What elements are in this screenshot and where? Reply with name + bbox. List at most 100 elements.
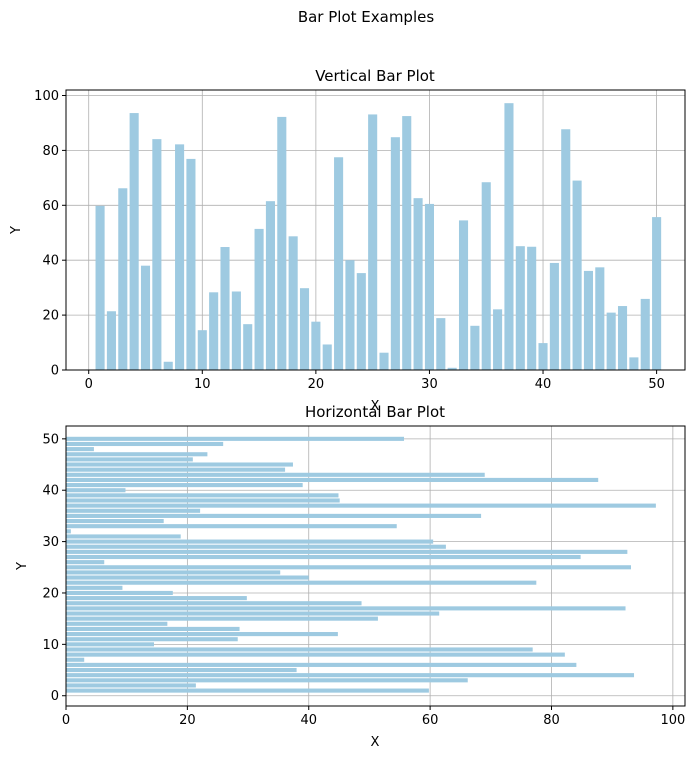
bar [66, 575, 309, 580]
bar [66, 467, 286, 472]
bar [288, 236, 298, 370]
horizontal-chart-bars [66, 436, 656, 693]
x-tick-label: 30 [421, 377, 438, 392]
horizontal-bar-chart: Horizontal Bar Plot 0 20 40 60 80 100 0 10 20 30… [15, 403, 686, 750]
vertical-chart-bars [95, 103, 662, 371]
bar [493, 309, 503, 370]
bar [66, 436, 405, 441]
bar [66, 667, 297, 673]
horizontal-chart-x-label: X [371, 735, 380, 750]
bar [129, 113, 139, 370]
bar [66, 488, 126, 493]
bar [66, 606, 626, 611]
bar [583, 270, 594, 370]
bar [66, 565, 631, 570]
bar [66, 513, 482, 518]
bar [66, 590, 173, 596]
bar [447, 367, 457, 370]
bar [379, 352, 389, 370]
vertical-chart-y-ticks: 0 20 40 60 80 100 [34, 89, 66, 379]
bar [436, 318, 446, 370]
bar [66, 477, 599, 482]
bar [572, 180, 582, 370]
bar [66, 637, 238, 642]
bar [561, 129, 571, 370]
y-tick-label: 0 [51, 689, 59, 704]
bar [243, 324, 253, 370]
bar [186, 158, 196, 370]
y-tick-label: 20 [42, 586, 59, 601]
bar [95, 205, 105, 370]
bar [265, 201, 275, 370]
bar [66, 441, 224, 447]
vertical-chart-y-label: Y [9, 226, 24, 235]
bar [66, 688, 429, 693]
bar [66, 498, 340, 503]
bar [334, 157, 344, 370]
x-tick-label: 0 [62, 713, 70, 728]
bar [66, 493, 339, 498]
x-tick-label: 0 [85, 377, 93, 392]
y-tick-label: 50 [42, 432, 59, 447]
y-tick-label: 40 [42, 484, 59, 499]
bar [66, 534, 181, 539]
bar [345, 260, 355, 370]
bar [66, 683, 196, 688]
bar [66, 657, 85, 662]
bar [356, 273, 366, 370]
bar [66, 508, 201, 513]
x-tick-label: 80 [543, 713, 560, 728]
bar [299, 288, 310, 370]
bar [66, 503, 656, 508]
bar [390, 137, 400, 370]
bar [66, 626, 240, 631]
bar [595, 267, 605, 370]
bar [66, 447, 94, 452]
bar [140, 265, 151, 370]
bar [209, 292, 219, 370]
y-tick-label: 40 [42, 254, 59, 269]
bar [66, 518, 164, 524]
bar [66, 632, 338, 637]
bar [629, 357, 639, 370]
bar [66, 472, 485, 477]
bar [66, 596, 247, 601]
y-tick-label: 10 [42, 638, 59, 653]
x-tick-label: 40 [535, 377, 552, 392]
bar [66, 554, 581, 560]
bar [220, 247, 230, 370]
bar [652, 217, 662, 370]
bar [66, 601, 362, 606]
bar [254, 228, 264, 370]
bar [277, 116, 287, 370]
y-tick-label: 80 [42, 144, 59, 159]
bar [538, 343, 548, 370]
bar [197, 330, 207, 370]
y-tick-label: 30 [42, 535, 59, 550]
bar [66, 616, 378, 621]
x-tick-label: 20 [308, 377, 325, 392]
bar [66, 462, 293, 467]
bar [504, 103, 514, 371]
bar [175, 144, 185, 370]
horizontal-chart-y-ticks: 0 10 20 30 40 50 [42, 432, 66, 704]
x-tick-label: 10 [194, 377, 211, 392]
bar [66, 570, 281, 575]
bar [66, 585, 123, 590]
bar [152, 139, 162, 370]
y-tick-label: 0 [51, 364, 59, 379]
horizontal-chart-y-label: Y [15, 562, 30, 571]
bar [515, 246, 525, 370]
vertical-bar-chart: Vertical Bar Plot 0 10 20 30 40 50 0 20 40 60 80 1… [9, 67, 686, 414]
bar [66, 621, 168, 626]
bar [66, 642, 154, 647]
bar [322, 344, 332, 370]
bar [470, 325, 480, 370]
bar [66, 544, 446, 549]
bar [66, 529, 71, 534]
horizontal-chart-title: Horizontal Bar Plot [305, 403, 445, 421]
bar [66, 560, 105, 565]
bar [66, 452, 208, 457]
bar [481, 182, 491, 370]
